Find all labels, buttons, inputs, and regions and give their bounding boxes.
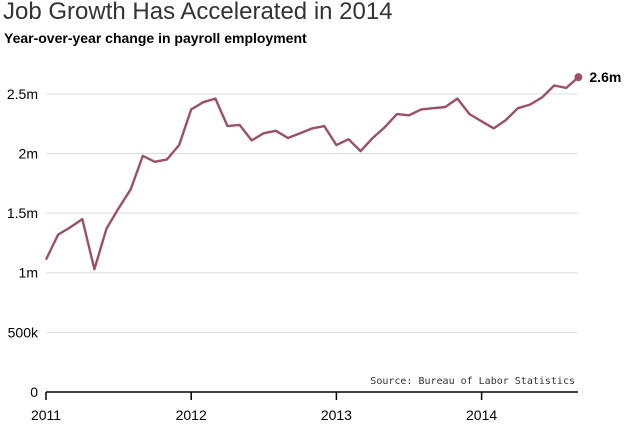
y-tick-label: 500k xyxy=(8,324,39,340)
y-tick-label: 2m xyxy=(19,145,38,161)
y-tick-label: 2.5m xyxy=(7,86,38,102)
x-tick-label: 2013 xyxy=(321,407,352,423)
gridlines xyxy=(46,93,578,333)
chart-subtitle: Year-over-year change in payroll employm… xyxy=(4,30,307,46)
y-tick-label: 1m xyxy=(19,265,38,281)
y-tick-label: 1.5m xyxy=(7,205,38,221)
x-tick-label: 2011 xyxy=(31,407,61,423)
y-tick-label: 0 xyxy=(30,384,38,400)
x-tick-label: 2014 xyxy=(466,407,497,423)
end-point-marker xyxy=(574,73,583,82)
chart-title: Job Growth Has Accelerated in 2014 xyxy=(3,0,393,25)
y-axis-ticks: 0 500k 1m 1.5m 2m 2.5m xyxy=(7,86,39,400)
end-value-label: 2.6m xyxy=(589,69,621,85)
x-axis-ticks: 2011 2012 2013 2014 xyxy=(31,392,497,423)
source-note: Source: Bureau of Labor Statistics xyxy=(370,376,575,387)
x-tick-label: 2012 xyxy=(176,407,207,423)
series-line xyxy=(44,76,580,271)
